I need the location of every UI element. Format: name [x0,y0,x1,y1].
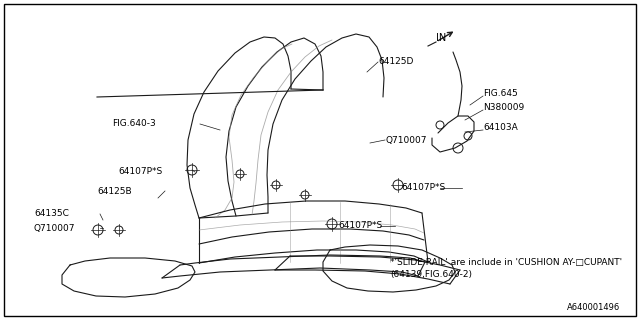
Text: 64125B: 64125B [97,187,132,196]
Text: 64107P*S: 64107P*S [401,183,445,193]
Text: (64139,FIG.640-2): (64139,FIG.640-2) [390,270,472,279]
Text: 64103A: 64103A [483,123,518,132]
Text: Q710007: Q710007 [34,223,76,233]
Text: 64107P*S: 64107P*S [118,167,163,177]
Text: *'SLIDE RAIL' are include in 'CUSHION AY-□CUPANT': *'SLIDE RAIL' are include in 'CUSHION AY… [390,259,622,268]
Text: 64107P*S: 64107P*S [338,221,382,230]
Text: Q710007: Q710007 [385,135,426,145]
Text: FIG.645: FIG.645 [483,89,518,98]
Text: A640001496: A640001496 [567,303,620,313]
Text: N380009: N380009 [483,102,524,111]
Text: IN: IN [436,33,446,43]
Text: FIG.640-3: FIG.640-3 [112,119,156,129]
Text: 64125D: 64125D [378,58,413,67]
Text: 64135C: 64135C [34,210,69,219]
